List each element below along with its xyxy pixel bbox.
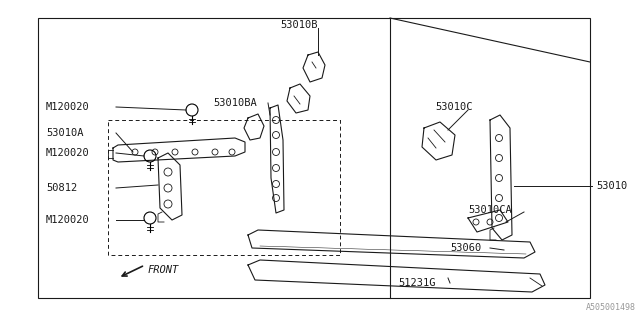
Bar xyxy=(108,120,340,255)
Text: 53060: 53060 xyxy=(450,243,481,253)
Text: 53010CA: 53010CA xyxy=(468,205,512,215)
Text: M120020: M120020 xyxy=(46,148,90,158)
Text: 53010B: 53010B xyxy=(280,20,317,30)
Text: A505001498: A505001498 xyxy=(586,303,636,312)
Text: M120020: M120020 xyxy=(46,215,90,225)
Bar xyxy=(38,18,590,298)
Text: M120020: M120020 xyxy=(46,102,90,112)
Text: 51231G: 51231G xyxy=(398,278,435,288)
Text: 53010A: 53010A xyxy=(46,128,83,138)
Text: 53010C: 53010C xyxy=(435,102,472,112)
Text: 53010BA: 53010BA xyxy=(213,98,257,108)
Text: FRONT: FRONT xyxy=(148,265,179,275)
Text: 50812: 50812 xyxy=(46,183,77,193)
Text: 53010: 53010 xyxy=(596,181,627,191)
